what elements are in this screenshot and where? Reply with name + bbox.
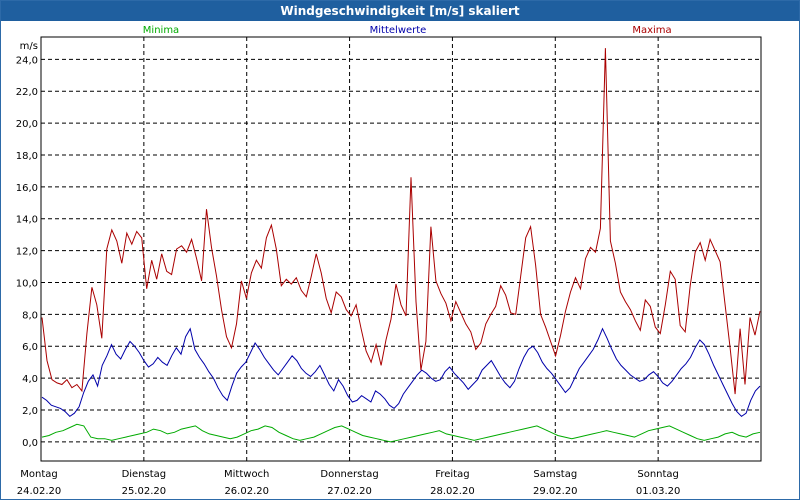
x-date-label: 24.02.20: [17, 486, 62, 497]
plot-frame: [40, 36, 762, 462]
legend-maxima: Maxima: [632, 25, 671, 36]
y-tick-label: 12,0: [16, 247, 38, 258]
x-day-label: Dienstag: [122, 469, 167, 480]
x-date-label: 25.02.20: [122, 486, 167, 497]
x-day-label: Freitag: [435, 469, 469, 480]
y-tick-label: 8,0: [22, 310, 38, 321]
wind-speed-chart: 0,0 2,0 4,0 6,0 8,0 10,0 12,0 14,0 16,0 18,0 20,0 2…: [16, 25, 762, 497]
series-line-maxima: [41, 48, 761, 395]
y-tick-label: 24,0: [16, 55, 38, 66]
y-tick-label: 16,0: [16, 183, 38, 194]
x-date-label: 01.03.20: [636, 486, 681, 497]
x-date-label: 26.02.20: [224, 486, 269, 497]
x-date-label: 29.02.20: [533, 486, 578, 497]
y-tick-label: 10,0: [16, 278, 38, 289]
x-day-label: Donnerstag: [320, 469, 378, 480]
x-date-label: 27.02.20: [327, 486, 372, 497]
x-date-label: 28.02.20: [430, 486, 475, 497]
y-axis-unit: m/s: [20, 41, 38, 52]
y-tick-label: 2,0: [22, 406, 38, 417]
y-tick-label: 6,0: [22, 342, 38, 353]
y-tick-label: 18,0: [16, 151, 38, 162]
x-day-label: Samstag: [533, 469, 577, 480]
y-tick-label: 0,0: [22, 438, 38, 449]
series-line-minima: [41, 423, 761, 443]
y-tick-label: 20,0: [16, 119, 38, 130]
legend-mittelwerte: Mittelwerte: [370, 25, 427, 36]
y-tick-label: 4,0: [22, 374, 38, 385]
legend-minima: Minima: [143, 25, 179, 36]
x-day-label: Mittwoch: [224, 469, 269, 480]
x-day-label: Montag: [20, 469, 57, 480]
y-tick-label: 14,0: [16, 215, 38, 226]
series-line-mittelwerte: [41, 327, 761, 418]
window-title: Windgeschwindigkeit [m/s] skaliert: [1, 1, 799, 21]
y-tick-label: 22,0: [16, 87, 38, 98]
x-day-label: Sonntag: [637, 469, 679, 480]
